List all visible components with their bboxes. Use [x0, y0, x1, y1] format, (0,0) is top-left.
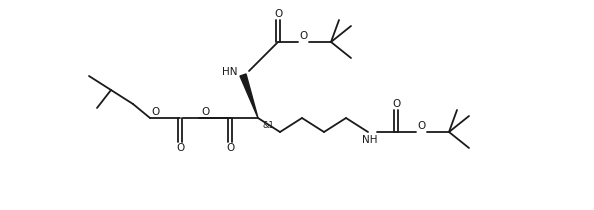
- Text: O: O: [201, 107, 209, 117]
- Text: O: O: [226, 143, 234, 153]
- Text: O: O: [392, 99, 400, 109]
- Text: O: O: [274, 9, 282, 19]
- Text: HN: HN: [222, 67, 237, 77]
- Text: O: O: [151, 107, 159, 117]
- Text: O: O: [417, 121, 425, 131]
- Polygon shape: [240, 74, 258, 118]
- Text: O: O: [299, 31, 307, 41]
- Text: NH: NH: [362, 135, 378, 145]
- Text: &1: &1: [262, 121, 274, 130]
- Text: O: O: [176, 143, 184, 153]
